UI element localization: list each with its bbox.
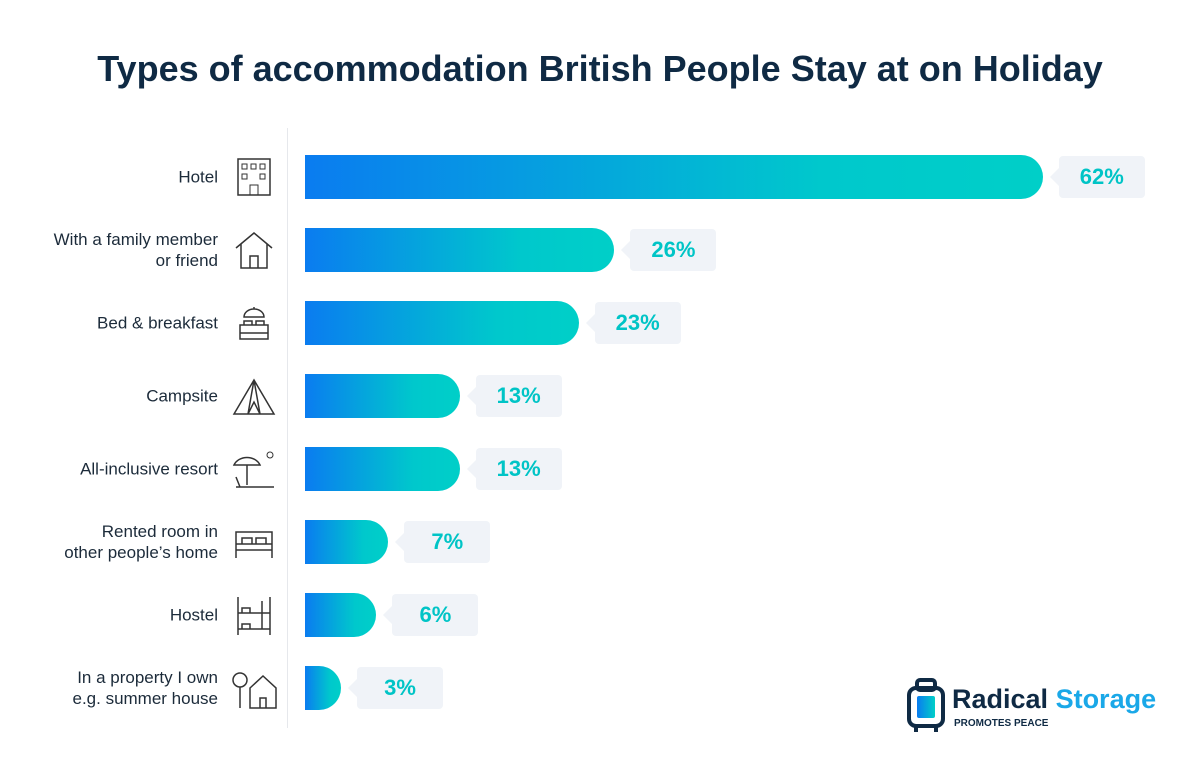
logo-brand: Radical Storage bbox=[952, 684, 1156, 714]
radical-storage-logo: Radical Storage PROMOTES PEACE bbox=[906, 678, 1186, 738]
hotel-icon bbox=[230, 155, 278, 199]
bar bbox=[305, 228, 615, 272]
bar bbox=[305, 374, 460, 418]
category-label-line: or friend bbox=[155, 251, 218, 270]
category-label: Hotel bbox=[0, 167, 218, 188]
category-label-line: Campsite bbox=[146, 386, 218, 406]
data-label: 3% bbox=[348, 667, 443, 709]
data-label: 23% bbox=[585, 302, 681, 344]
category-label-line: Hostel bbox=[169, 605, 218, 625]
category-label: With a family member or friend bbox=[0, 229, 218, 271]
bunk-bed-icon bbox=[230, 593, 278, 637]
data-label: 7% bbox=[395, 521, 491, 563]
beach-umbrella-icon bbox=[230, 447, 278, 491]
logo-brand-a: Radical bbox=[952, 684, 1049, 714]
data-label: 26% bbox=[621, 229, 717, 271]
category-label: In a property I own e.g. summer house bbox=[0, 667, 218, 709]
bed-breakfast-icon bbox=[230, 301, 278, 345]
logo-tagline: PROMOTES PEACE bbox=[954, 718, 1049, 729]
category-label: Bed & breakfast bbox=[0, 313, 218, 334]
category-label: Hostel bbox=[0, 605, 218, 626]
category-label-line: All-inclusive resort bbox=[80, 459, 218, 479]
category-label-line: Rented room in bbox=[101, 522, 218, 541]
bar bbox=[305, 520, 389, 564]
data-label: 62% bbox=[1049, 156, 1145, 198]
house-icon bbox=[230, 228, 278, 272]
category-label: Campsite bbox=[0, 386, 218, 407]
bar bbox=[305, 301, 579, 345]
axis-line bbox=[287, 128, 288, 728]
chart-title: Types of accommodation British People St… bbox=[97, 48, 1103, 89]
bar bbox=[305, 155, 1043, 199]
data-label: 13% bbox=[466, 375, 562, 417]
bar bbox=[305, 593, 377, 637]
tent-icon bbox=[230, 374, 278, 418]
category-label: Rented room in other people’s home bbox=[0, 521, 218, 563]
suitcase-icon bbox=[907, 678, 945, 732]
category-label-line: Hotel bbox=[178, 167, 218, 187]
category-label-line: With a family member bbox=[53, 230, 218, 249]
bed-icon bbox=[230, 520, 278, 564]
bar bbox=[305, 447, 460, 491]
category-label-line: Bed & breakfast bbox=[97, 313, 218, 333]
category-label-line: other people’s home bbox=[64, 543, 218, 562]
data-label: 13% bbox=[466, 448, 562, 490]
tree-house-icon bbox=[230, 666, 278, 710]
logo-brand-b: Storage bbox=[1055, 684, 1157, 714]
data-label: 6% bbox=[383, 594, 479, 636]
category-label: All-inclusive resort bbox=[0, 459, 218, 480]
category-label-line: In a property I own bbox=[77, 668, 218, 687]
bar bbox=[305, 666, 341, 710]
category-label-line: e.g. summer house bbox=[72, 689, 218, 708]
